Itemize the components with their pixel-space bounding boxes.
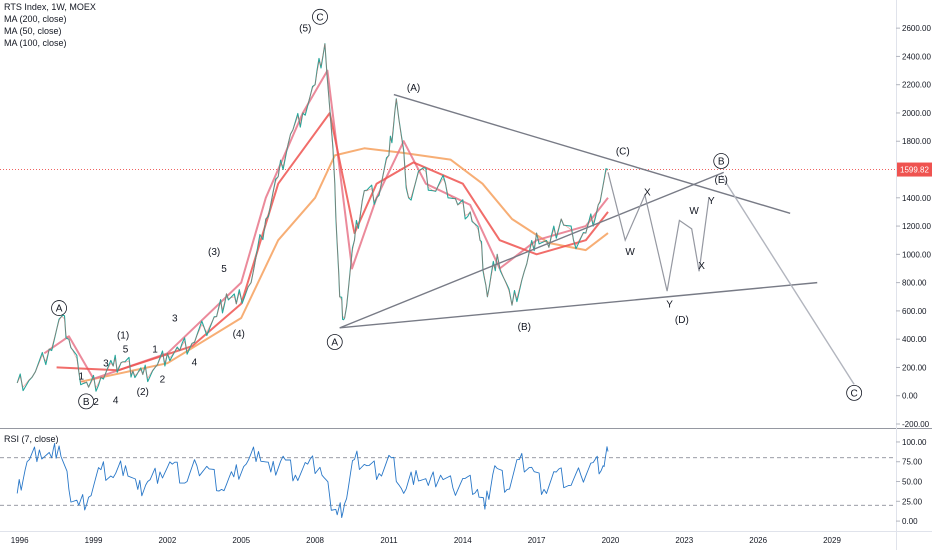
time-axis-label: 2017 [528, 536, 546, 545]
forecast-path[interactable] [607, 172, 710, 292]
wave-label[interactable]: B [718, 157, 725, 168]
wave-label-circle [312, 8, 328, 25]
price-axis-label: 0.00 [902, 392, 918, 401]
rsi-line[interactable] [16, 443, 609, 519]
price-axis-label: 800.00 [902, 279, 927, 288]
time-axis-label: 2002 [158, 536, 176, 545]
wave-label[interactable]: (2) [137, 387, 149, 398]
wave-label[interactable]: Y [666, 299, 673, 310]
price-axis-label: 600.00 [902, 307, 927, 316]
wave-label[interactable]: (5) [299, 24, 311, 35]
wave-label-circle [713, 153, 730, 169]
time-axis-label: 2026 [749, 536, 767, 545]
price-axis-label: 1200.00 [902, 222, 931, 231]
wave-label[interactable]: W [689, 206, 699, 217]
rsi-axis-label: 25.00 [902, 497, 923, 506]
wave-label[interactable]: X [698, 261, 705, 272]
wave-label[interactable]: 1 [78, 371, 84, 382]
current-price-label: 1599.82 [900, 166, 929, 175]
rsi-axis-label: 50.00 [902, 478, 923, 487]
price-axis-label: 2200.00 [902, 81, 931, 90]
rsi-axis-label: 75.00 [902, 458, 923, 467]
wave-label[interactable]: (C) [616, 147, 630, 158]
wave-label[interactable]: 1 [152, 345, 158, 356]
legend-ma-100[interactable]: MA (100, close) [4, 38, 67, 48]
time-axis-label: 2029 [823, 536, 841, 545]
price-axis-label: 1400.00 [902, 194, 931, 203]
price-axis-label: 200.00 [902, 363, 927, 372]
rsi-legend: RSI (7, close) [4, 433, 59, 445]
wave-label[interactable]: 5 [123, 345, 129, 356]
time-axis-label: 1996 [11, 536, 29, 545]
wave-label[interactable]: 3 [172, 313, 178, 324]
price-axis-label: 400.00 [902, 335, 927, 344]
wave-label[interactable]: C [316, 12, 323, 23]
wave-label-circle [846, 384, 863, 401]
price-series-shadow [16, 43, 609, 389]
wave-label[interactable]: C [851, 388, 858, 399]
wave-label-circle [78, 393, 95, 410]
wave-label[interactable]: Y [708, 196, 715, 207]
price-axis-label: 2400.00 [902, 52, 931, 61]
wave-label[interactable]: X [644, 188, 651, 199]
wave-label[interactable]: 2 [93, 397, 99, 408]
time-axis-label: 2023 [675, 536, 693, 545]
wave-label[interactable]: 4 [113, 395, 119, 406]
wave-label[interactable]: A [56, 304, 63, 315]
wave-label[interactable]: W [625, 247, 635, 258]
legend-rsi[interactable]: RSI (7, close) [4, 434, 59, 444]
trendline-2[interactable] [339, 171, 724, 329]
wave-label[interactable]: (4) [233, 329, 245, 340]
price-pane[interactable]: C(5)(A)(C)B(E)XWYWXY(D)(B)ACAB(3)5(4)(1)… [0, 8, 896, 410]
wave-label-circle [51, 300, 67, 316]
wave-label[interactable]: 3 [103, 359, 109, 370]
trendline-0[interactable] [393, 93, 791, 215]
ma-line-2[interactable] [56, 112, 609, 372]
wave-label[interactable]: B [83, 397, 90, 408]
trendline-1[interactable] [339, 281, 818, 329]
time-axis-label: 2008 [306, 536, 324, 545]
time-axis-label: 2005 [232, 536, 250, 545]
price-axis-label: 1800.00 [902, 137, 931, 146]
price-axis-label: 1000.00 [902, 250, 931, 259]
legend-symbol[interactable]: RTS Index, 1W, MOEX [4, 2, 96, 12]
legend-ma-200[interactable]: MA (200, close) [4, 14, 67, 24]
wave-label[interactable]: (E) [715, 175, 728, 186]
wave-label[interactable]: 2 [160, 374, 166, 385]
rsi-pane[interactable] [0, 443, 896, 519]
trendline-3[interactable] [720, 174, 855, 385]
wave-label[interactable]: 4 [192, 357, 198, 368]
wave-label[interactable]: (D) [675, 315, 689, 326]
price-axis-label: -200.00 [902, 420, 930, 429]
axes: 2600.002400.002200.002000.001800.001400.… [11, 24, 932, 545]
price-axis-label: 2000.00 [902, 109, 931, 118]
current-price-badge [897, 162, 932, 177]
wave-label-circle [326, 334, 343, 350]
time-axis-label: 2014 [454, 536, 472, 545]
wave-label[interactable]: A [331, 338, 338, 349]
wave-label[interactable]: 5 [221, 264, 227, 275]
main-legend: RTS Index, 1W, MOEX MA (200, close) MA (… [4, 1, 96, 49]
wave-label[interactable]: (A) [407, 83, 420, 94]
wave-label[interactable]: (3) [208, 247, 220, 258]
wave-label[interactable]: (B) [518, 322, 531, 333]
rsi-axis-label: 100.00 [902, 438, 927, 447]
time-axis-label: 1999 [85, 536, 103, 545]
time-axis-label: 2020 [602, 536, 620, 545]
time-axis-label: 2011 [380, 536, 398, 545]
legend-ma-50[interactable]: MA (50, close) [4, 26, 62, 36]
rsi-axis-label: 0.00 [902, 517, 918, 526]
wave-label[interactable]: (1) [117, 330, 129, 341]
price-axis-label: 2600.00 [902, 24, 931, 33]
